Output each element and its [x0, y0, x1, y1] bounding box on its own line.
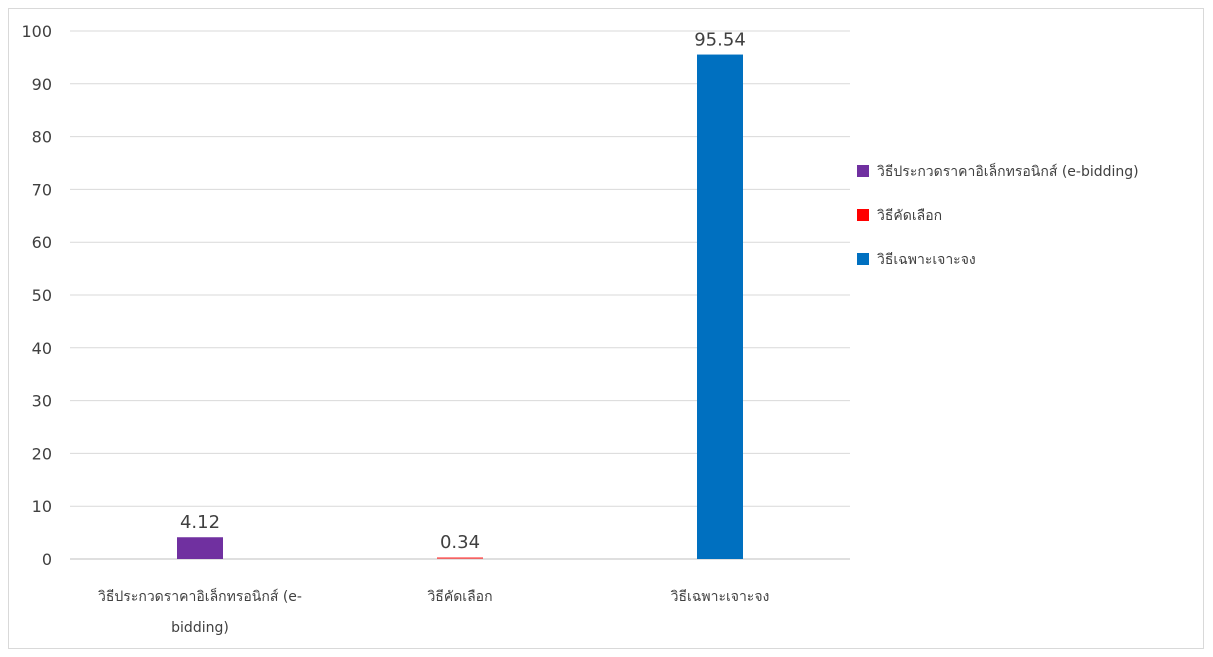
bar	[697, 54, 743, 560]
y-tick-label: 80	[32, 128, 52, 147]
legend-swatch	[857, 165, 869, 177]
x-category-label: bidding)	[171, 620, 229, 636]
chart-frame	[8, 8, 1204, 649]
data-label: 95.54	[694, 30, 746, 51]
legend-swatch	[857, 209, 869, 221]
bar	[177, 537, 223, 559]
legend-label: วิธีคัดเลือก	[877, 208, 942, 224]
x-category-label: วิธีเฉพาะเจาะจง	[670, 589, 769, 605]
y-tick-label: 0	[42, 550, 52, 569]
y-tick-label: 50	[32, 286, 52, 305]
bar	[437, 557, 483, 559]
y-axis-ticks: 0 10 20 30 40 50 60 70 80 90 100	[21, 22, 52, 569]
y-tick-label: 10	[32, 497, 52, 516]
legend: วิธีประกวดราคาอิเล็กทรอนิกส์ (e-bidding)…	[857, 162, 1139, 268]
data-labels: 4.12 0.34 95.54	[180, 30, 746, 554]
legend-label: วิธีประกวดราคาอิเล็กทรอนิกส์ (e-bidding)	[877, 162, 1139, 180]
x-axis-categories: วิธีประกวดราคาอิเล็กทรอนิกส์ (e-bidding)…	[98, 587, 769, 636]
data-label: 4.12	[180, 512, 220, 533]
data-label: 0.34	[440, 532, 480, 553]
y-tick-label: 20	[32, 444, 52, 463]
legend-swatch	[857, 253, 869, 265]
y-tick-label: 100	[21, 22, 52, 41]
y-tick-label: 70	[32, 180, 52, 199]
y-tick-label: 40	[32, 339, 52, 358]
x-category-label: วิธีคัดเลือก	[427, 589, 492, 605]
y-tick-label: 60	[32, 233, 52, 252]
y-tick-label: 90	[32, 75, 52, 94]
y-tick-label: 30	[32, 392, 52, 411]
x-category-label: วิธีประกวดราคาอิเล็กทรอนิกส์ (e-	[98, 587, 302, 605]
bars	[177, 54, 743, 560]
legend-label: วิธีเฉพาะเจาะจง	[877, 252, 976, 268]
